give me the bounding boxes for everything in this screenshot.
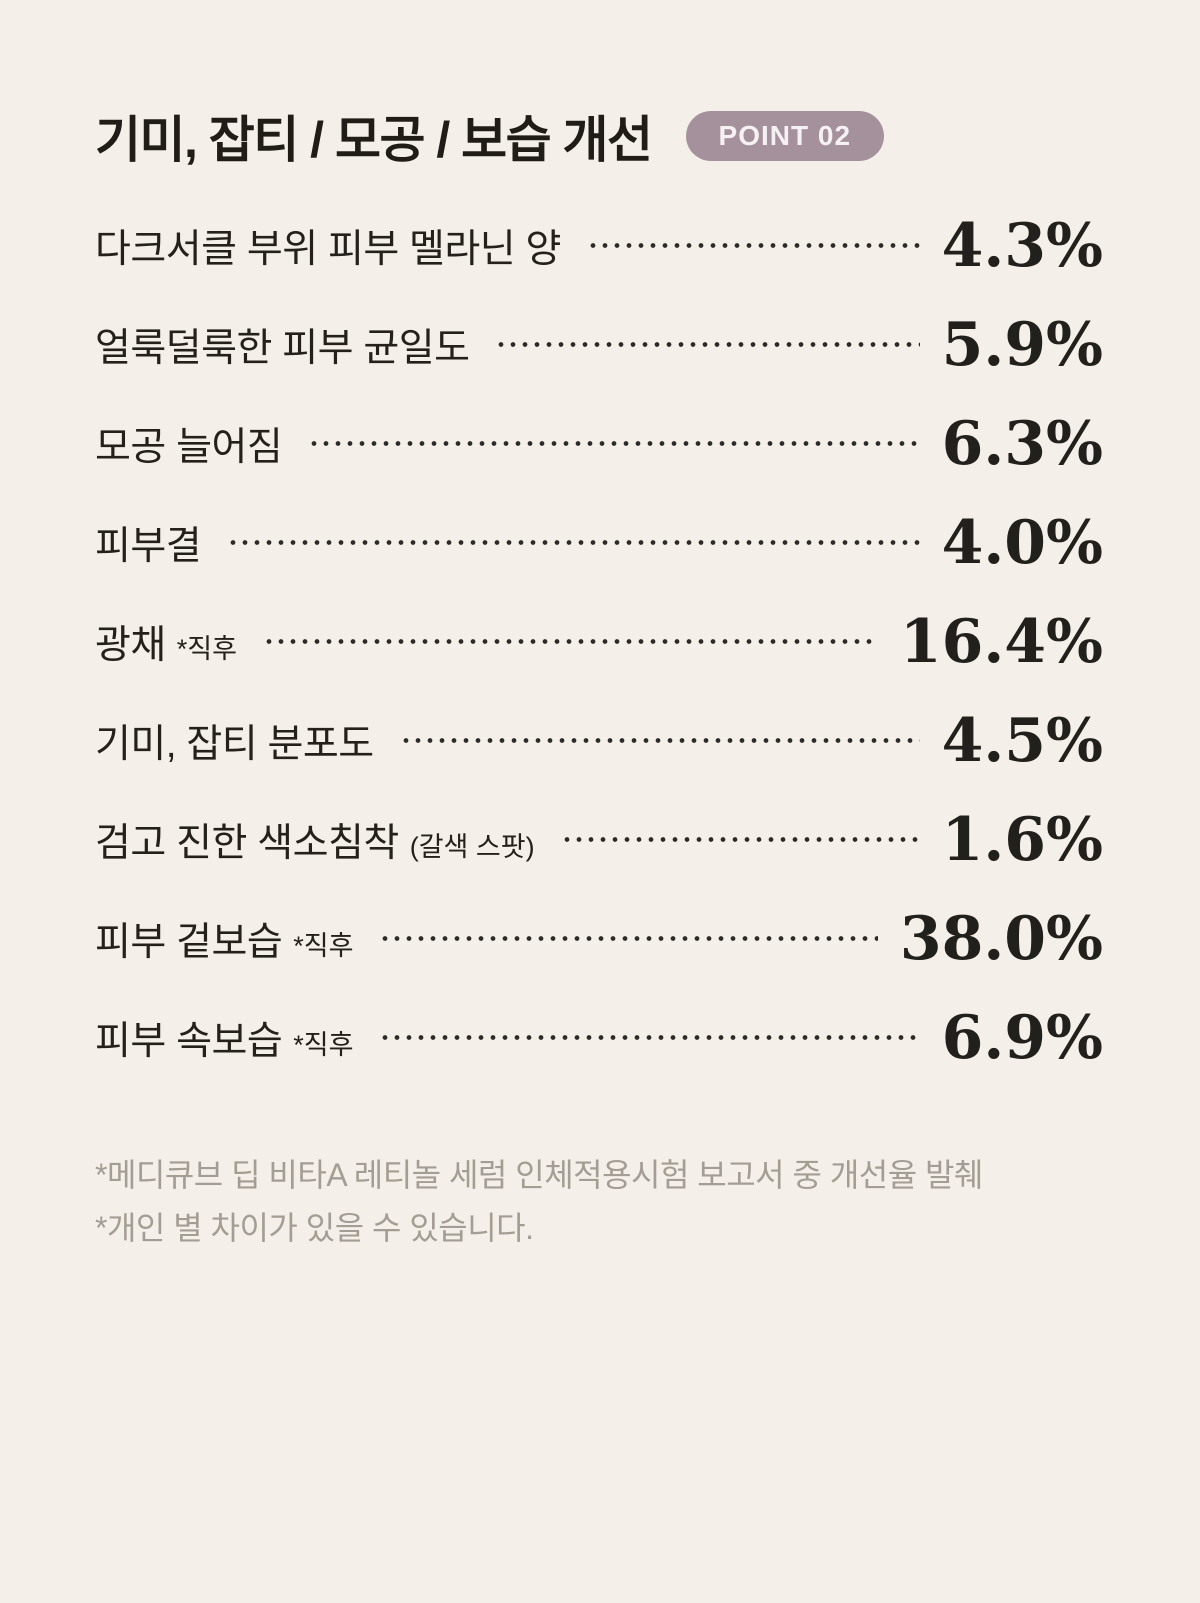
metric-label-group: 기미, 잡티 분포도 [95,713,374,769]
metric-row: 다크서클 부위 피부 멜라닌 양 4.3% [95,196,1103,295]
metric-row: 검고 진한 색소침착 (갈색 스팟) 1.6% [95,790,1103,889]
metric-value: 1.6% [941,804,1103,875]
metric-row: 얼룩덜룩한 피부 균일도 5.9% [95,295,1103,394]
dotted-leader [399,738,920,743]
metric-label-suffix: (갈색 스팟) [409,831,535,862]
dotted-leader [379,1035,920,1040]
footnote-disclaimer: *개인 별 차이가 있을 수 있습니다. [95,1210,534,1246]
page-title: 기미, 잡티 / 모공 / 보습 개선 [95,112,653,168]
footnotes: *메디큐브 딥 비타A 레티놀 세럼 인체적용시험 보고서 중 개선율 발췌 *… [95,1149,1103,1255]
dotted-leader [262,639,878,644]
metric-value: 4.5% [941,705,1103,776]
metric-label-group: 얼룩덜룩한 피부 균일도 [95,317,470,373]
metric-row: 피부 겉보습 *직후 38.0% [95,889,1103,988]
metric-label: 검고 진한 색소침착 [95,821,399,865]
metric-value: 5.9% [941,309,1103,380]
dotted-leader [586,243,920,248]
metric-label-group: 모공 늘어짐 [95,416,283,472]
footnote-source: *메디큐브 딥 비타A 레티놀 세럼 인체적용시험 보고서 중 개선율 발췌 [95,1157,983,1193]
metric-row: 모공 늘어짐 6.3% [95,394,1103,493]
point-badge: POINT 02 [685,111,885,161]
metric-value: 16.4% [899,606,1103,677]
metric-value: 4.3% [941,210,1103,281]
metric-label: 기미, 잡티 분포도 [95,722,374,766]
dotted-leader [379,936,878,941]
metric-label-group: 피부결 [95,515,202,571]
metric-label-suffix: *직후 [176,633,237,664]
metric-row: 피부 속보습 *직후 6.9% [95,988,1103,1087]
metric-label-suffix: *직후 [293,930,354,961]
metric-label-group: 검고 진한 색소침착 (갈색 스팟) [95,812,535,868]
metric-label: 피부결 [95,524,202,568]
dotted-leader [308,441,920,446]
metric-label: 모공 늘어짐 [95,425,283,469]
dotted-leader [227,540,920,545]
metric-row: 기미, 잡티 분포도 4.5% [95,691,1103,790]
metric-label-suffix: *직후 [293,1029,354,1060]
metric-list: 다크서클 부위 피부 멜라닌 양 4.3% 얼룩덜룩한 피부 균일도 5.9% … [95,196,1103,1087]
metric-value: 4.0% [941,507,1103,578]
metric-label: 다크서클 부위 피부 멜라닌 양 [95,227,561,271]
metric-value: 6.9% [941,1002,1103,1073]
metric-value: 38.0% [899,903,1103,974]
metric-label-group: 다크서클 부위 피부 멜라닌 양 [95,218,561,274]
metric-value: 6.3% [941,408,1103,479]
metric-row: 피부결 4.0% [95,493,1103,592]
dotted-leader [560,837,920,842]
metric-label: 피부 겉보습 [95,920,283,964]
metric-label: 얼룩덜룩한 피부 균일도 [95,326,470,370]
metric-label: 광채 [95,623,166,667]
metric-label-group: 광채 *직후 [95,614,237,670]
metric-label-group: 피부 속보습 *직후 [95,1010,353,1066]
metric-row: 광채 *직후 16.4% [95,592,1103,691]
dotted-leader [495,342,920,347]
metric-label: 피부 속보습 [95,1019,283,1063]
metric-label-group: 피부 겉보습 *직후 [95,911,353,967]
header: 기미, 잡티 / 모공 / 보습 개선 POINT 02 [95,104,1103,168]
